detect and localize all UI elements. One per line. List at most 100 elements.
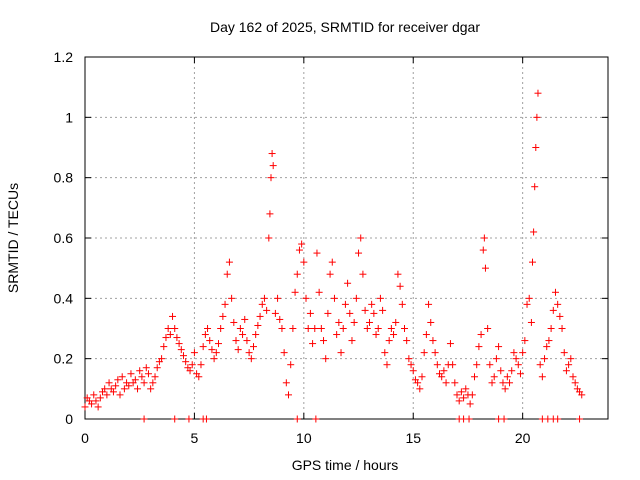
data-point: [420, 349, 428, 357]
data-point: [201, 331, 209, 339]
data-point: [206, 337, 214, 345]
data-point: [258, 300, 266, 308]
data-point: [551, 288, 559, 296]
data-point: [118, 373, 126, 381]
data-point: [453, 391, 461, 399]
data-point: [484, 325, 492, 332]
data-point: [365, 318, 373, 326]
data-point: [125, 382, 133, 390]
y-tick-label: 0.6: [54, 230, 74, 246]
data-point: [256, 312, 264, 320]
data-point: [466, 400, 474, 408]
data-point: [492, 355, 500, 363]
data-point: [195, 373, 203, 381]
data-point: [162, 334, 170, 342]
data-point: [392, 318, 400, 326]
data-point: [457, 388, 465, 396]
data-point: [341, 300, 349, 308]
zero-marker: [554, 415, 562, 423]
data-point: [556, 312, 564, 320]
y-tick-label: 1: [65, 109, 73, 125]
zero-marker: [312, 415, 320, 423]
data-point: [328, 258, 336, 266]
data-point: [317, 325, 325, 332]
data-point: [131, 376, 139, 384]
grid-layer: [85, 57, 608, 419]
data-point: [274, 294, 282, 302]
data-point: [190, 349, 198, 357]
data-point: [94, 403, 102, 411]
x-tick-label: 15: [405, 430, 421, 446]
data-point: [394, 270, 402, 278]
data-point: [169, 312, 177, 320]
data-point: [254, 321, 262, 329]
data-point: [232, 337, 240, 345]
data-point: [234, 346, 242, 354]
data-point: [293, 270, 301, 278]
data-point: [298, 240, 306, 248]
data-point: [558, 325, 566, 332]
data-point: [208, 346, 216, 354]
data-point: [214, 340, 222, 348]
data-point: [330, 294, 338, 302]
data-point: [549, 306, 557, 314]
data-point: [186, 367, 194, 375]
data-point: [173, 334, 181, 342]
data-point: [451, 379, 459, 387]
data-point: [282, 379, 290, 387]
data-point: [462, 385, 470, 393]
data-point: [422, 331, 430, 339]
data-point: [438, 373, 446, 381]
data-point: [359, 270, 367, 278]
data-point: [495, 343, 503, 351]
zero-marker: [293, 415, 301, 423]
data-point: [414, 379, 422, 387]
data-point: [497, 367, 505, 375]
data-point: [477, 331, 485, 339]
data-point: [300, 258, 308, 266]
x-tick-label: 20: [515, 430, 531, 446]
data-point: [230, 318, 238, 326]
data-point: [578, 391, 586, 399]
data-point: [433, 361, 441, 369]
axes-layer: 0 0.2 0.4 0.6 0.8 1 1.2 0 5 10 15 20: [54, 49, 609, 446]
data-point: [280, 349, 288, 357]
data-point: [134, 385, 142, 393]
data-point: [396, 282, 404, 290]
data-point: [403, 337, 411, 345]
data-point: [446, 340, 454, 348]
data-point: [112, 382, 120, 390]
zero-marker: [140, 415, 148, 423]
data-point: [197, 361, 205, 369]
data-point: [252, 331, 260, 339]
data-point: [241, 315, 249, 323]
data-point: [243, 337, 251, 345]
data-point: [545, 337, 553, 345]
data-point: [506, 379, 514, 387]
data-point: [503, 373, 511, 381]
data-point: [249, 343, 257, 351]
data-point: [136, 367, 144, 375]
data-point: [309, 340, 317, 348]
data-point: [488, 379, 496, 387]
data-point: [376, 294, 384, 302]
data-point: [236, 325, 244, 332]
data-point: [263, 306, 271, 314]
data-point: [285, 391, 293, 399]
data-point: [348, 337, 356, 345]
zero-marker: [576, 415, 584, 423]
data-point: [212, 349, 220, 357]
data-point: [151, 373, 159, 381]
data-point: [407, 361, 415, 369]
data-point: [533, 113, 541, 121]
y-tick-label: 0: [65, 411, 73, 427]
data-point: [514, 361, 522, 369]
data-point: [346, 309, 354, 317]
data-point: [560, 349, 568, 357]
data-point: [219, 312, 227, 320]
zero-marker: [171, 415, 179, 423]
data-point: [149, 379, 157, 387]
zero-marker: [202, 415, 210, 423]
data-point: [81, 403, 89, 411]
